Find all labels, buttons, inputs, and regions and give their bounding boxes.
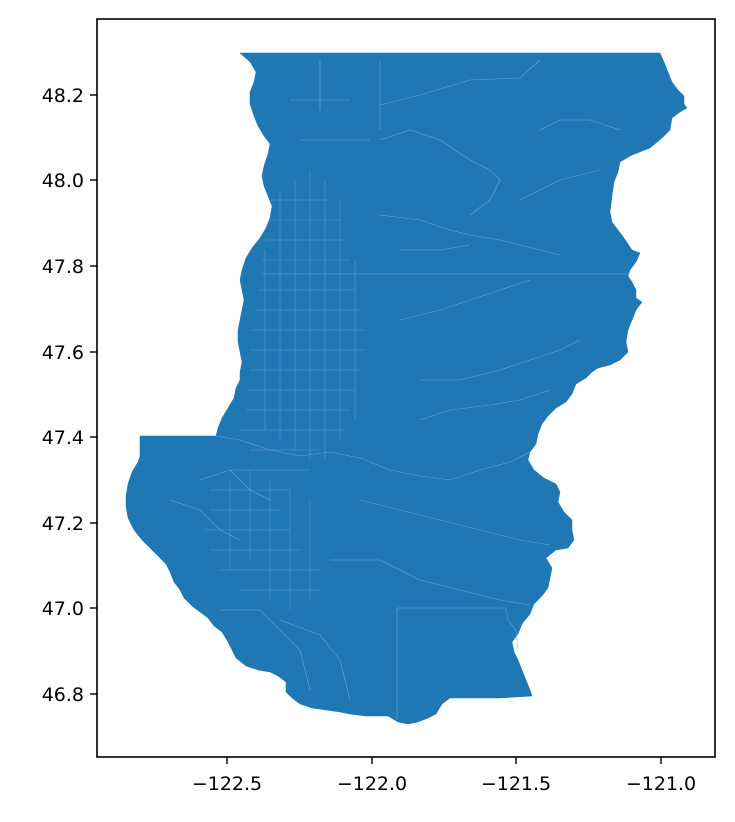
x-axis <box>226 757 662 764</box>
x-tick-label: −121.0 <box>626 773 696 795</box>
y-axis <box>90 94 97 695</box>
boundary-line <box>199 469 271 501</box>
y-tick-label: 47.8 <box>42 256 84 278</box>
y-tick-label: 48.2 <box>42 85 84 107</box>
boundary-line <box>419 389 551 421</box>
boundary-line <box>519 169 601 201</box>
boundary-line <box>215 435 531 481</box>
region-fill <box>125 52 688 725</box>
y-tick-label: 47.0 <box>42 598 84 620</box>
boundary-line <box>359 499 551 546</box>
boundary-line <box>379 59 541 106</box>
boundary-line <box>379 129 501 216</box>
urban-tract-grid <box>205 170 365 610</box>
y-tick-label: 48.0 <box>42 170 84 192</box>
y-tick-label: 47.4 <box>42 427 84 449</box>
boundary-line <box>220 609 311 691</box>
boundary-line <box>379 214 561 256</box>
x-tick-label: −122.5 <box>192 773 262 795</box>
x-tick-label: −121.5 <box>481 773 551 795</box>
y-tick-label: 46.8 <box>42 684 84 706</box>
boundary-line <box>290 60 370 141</box>
y-tick-label: 47.2 <box>42 513 84 535</box>
x-tick-labels: −122.5 −122.0 −121.5 −121.0 <box>192 773 696 795</box>
map-region <box>125 52 688 725</box>
axes-frame <box>96 18 716 758</box>
y-tick-labels: 48.2 48.0 47.8 47.6 47.4 47.2 47.0 46.8 <box>42 85 84 706</box>
boundary-line <box>396 607 519 720</box>
x-tick-label: −122.0 <box>337 773 407 795</box>
boundary-line <box>400 244 471 251</box>
y-tick-label: 47.6 <box>42 342 84 364</box>
region-boundaries <box>169 59 628 720</box>
boundary-line <box>420 339 581 381</box>
boundary-line <box>330 559 531 606</box>
boundary-line <box>279 619 351 701</box>
boundary-line <box>539 119 621 131</box>
boundary-line <box>399 279 531 321</box>
